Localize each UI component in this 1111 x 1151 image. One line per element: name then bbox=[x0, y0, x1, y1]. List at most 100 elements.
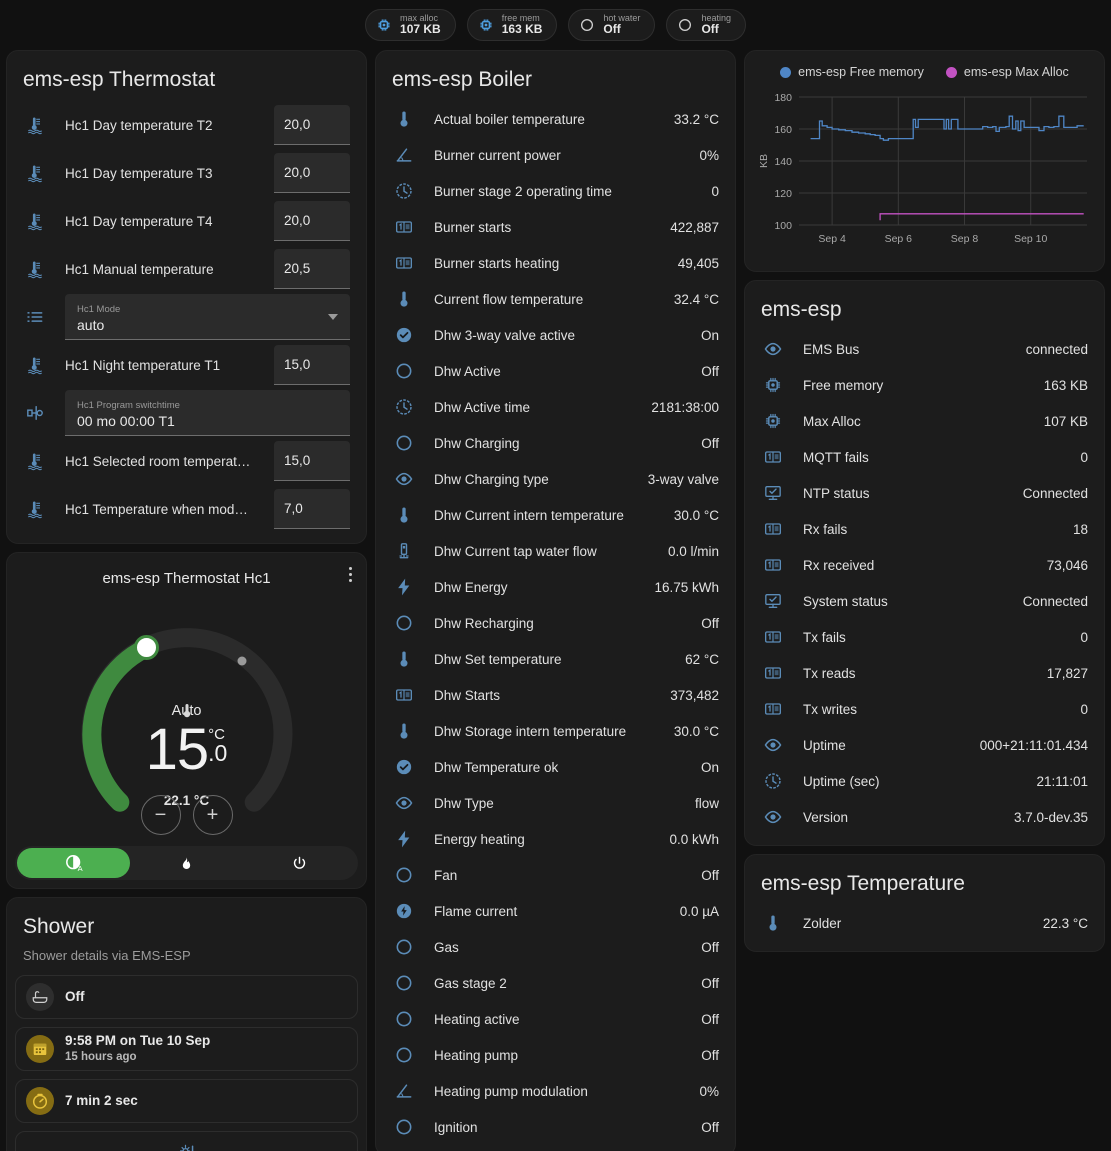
badge-hot-water[interactable]: hot water Off bbox=[568, 9, 656, 41]
entity-row[interactable]: Zolder 22.3 °C bbox=[761, 905, 1088, 941]
entity-row[interactable]: Uptime 000+21:11:01.434 bbox=[761, 727, 1088, 763]
card-title: ems-esp bbox=[761, 298, 842, 321]
x-tick-label: Sep 8 bbox=[951, 233, 979, 245]
badge-max-alloc[interactable]: max alloc 107 KB bbox=[365, 9, 456, 41]
counter-icon bbox=[761, 447, 785, 467]
y-axis-label: KB bbox=[758, 154, 770, 168]
entity-row[interactable]: Tx writes 0 bbox=[761, 691, 1088, 727]
chart-plot[interactable]: 100 120 140 160 180 Sep 4 Sep 6 Sep 8 Sep 10 KB bbox=[753, 83, 1096, 263]
entity-row[interactable]: Current flow temperature 32.4 °C bbox=[392, 281, 719, 317]
entity-row[interactable]: Flame current 0.0 µA bbox=[392, 893, 719, 929]
entity-row[interactable]: Energy heating 0.0 kWh bbox=[392, 821, 719, 857]
entity-row[interactable]: Dhw Charging type 3-way valve bbox=[392, 461, 719, 497]
entity-name: Uptime (sec) bbox=[803, 773, 880, 789]
number-input[interactable]: 20,0 bbox=[274, 153, 350, 193]
entity-row[interactable]: System status Connected bbox=[761, 583, 1088, 619]
number-input[interactable]: 15,0 bbox=[274, 441, 350, 481]
dial-handle[interactable] bbox=[133, 635, 159, 660]
badge-free-mem[interactable]: free mem 163 KB bbox=[466, 9, 558, 41]
number-input[interactable]: 20,0 bbox=[274, 201, 350, 241]
entity-row[interactable]: Dhw Energy 16.75 kWh bbox=[392, 569, 719, 605]
entity-row[interactable]: Dhw 3-way valve active On bbox=[392, 317, 719, 353]
number-input[interactable]: 7,0 bbox=[274, 489, 350, 529]
entity-row[interactable]: Free memory 163 KB bbox=[761, 367, 1088, 403]
chevron-down-icon[interactable] bbox=[328, 313, 338, 320]
number-input[interactable]: 15,0 bbox=[274, 345, 350, 385]
legend-item[interactable]: ems-esp Max Alloc bbox=[945, 65, 1069, 79]
dial-arc[interactable] bbox=[62, 595, 312, 840]
entity-row[interactable]: Dhw Active time 2181:38:00 bbox=[392, 389, 719, 425]
eye-icon bbox=[395, 472, 413, 486]
entity-row[interactable]: Version 3.7.0-dev.35 bbox=[761, 799, 1088, 835]
entity-name: Rx fails bbox=[803, 521, 848, 537]
entity-row[interactable]: Heating active Off bbox=[392, 1001, 719, 1037]
entity-row[interactable]: Dhw Type flow bbox=[392, 785, 719, 821]
entity-row[interactable]: Heating pump Off bbox=[392, 1037, 719, 1073]
thermostat-text-row[interactable]: Hc1 Program switchtime 00 mo 00:00 T1 bbox=[23, 389, 350, 437]
entity-row[interactable]: Dhw Current intern temperature 30.0 °C bbox=[392, 497, 719, 533]
circle-outline-icon bbox=[579, 17, 595, 33]
thermostat-number-row[interactable]: Hc1 Night temperature T1 15,0 bbox=[23, 341, 350, 389]
entity-row[interactable]: Uptime (sec) 21:11:01 bbox=[761, 763, 1088, 799]
entity-name: Dhw Active time bbox=[434, 399, 531, 415]
entity-row[interactable]: Dhw Storage intern temperature 30.0 °C bbox=[392, 713, 719, 749]
entity-value: 21:11:01 bbox=[1036, 773, 1088, 789]
thermostat-number-row[interactable]: Hc1 Manual temperature 20,5 bbox=[23, 245, 350, 293]
dial-target-temperature: 15 °C .0 bbox=[146, 721, 228, 779]
entity-row[interactable]: Ignition Off bbox=[392, 1109, 719, 1145]
entity-row[interactable]: Dhw Active Off bbox=[392, 353, 719, 389]
entity-row[interactable]: MQTT fails 0 bbox=[761, 439, 1088, 475]
thermostat-number-row[interactable]: Hc1 Day temperature T3 20,0 bbox=[23, 149, 350, 197]
thermostat-number-row[interactable]: Hc1 Day temperature T4 20,0 bbox=[23, 197, 350, 245]
entity-row[interactable]: Dhw Set temperature 62 °C bbox=[392, 641, 719, 677]
badge-heating[interactable]: heating Off bbox=[666, 9, 746, 41]
decrease-temperature-button[interactable]: − bbox=[140, 795, 181, 835]
entity-row[interactable]: Max Alloc 107 KB bbox=[761, 403, 1088, 439]
more-options-icon[interactable] bbox=[349, 567, 352, 582]
thermostat-mode-select-row[interactable]: Hc1 Mode auto bbox=[23, 293, 350, 341]
shower-tile[interactable]: 9:58 PM on Tue 10 Sep 15 hours ago bbox=[15, 1027, 358, 1071]
entity-row[interactable]: Fan Off bbox=[392, 857, 719, 893]
entity-row[interactable]: Dhw Recharging Off bbox=[392, 605, 719, 641]
entity-row[interactable]: Dhw Starts 373,482 bbox=[392, 677, 719, 713]
mode-select[interactable]: Hc1 Mode auto bbox=[65, 294, 350, 340]
shower-tile[interactable]: 7 min 2 sec bbox=[15, 1079, 358, 1123]
entity-row[interactable]: Dhw Temperature ok On bbox=[392, 749, 719, 785]
shower-tile[interactable]: Off bbox=[15, 975, 358, 1019]
entity-row[interactable]: EMS Bus connected bbox=[761, 331, 1088, 367]
entity-row[interactable]: Tx reads 17,827 bbox=[761, 655, 1088, 691]
counter-icon bbox=[761, 519, 785, 539]
entity-row[interactable]: Tx fails 0 bbox=[761, 619, 1088, 655]
entity-row[interactable]: Burner stage 2 operating time 0 bbox=[392, 173, 719, 209]
entity-row[interactable]: Rx received 73,046 bbox=[761, 547, 1088, 583]
hvac-mode-off-button[interactable] bbox=[243, 848, 356, 878]
legend-swatch bbox=[780, 66, 792, 78]
increase-temperature-button[interactable]: + bbox=[192, 795, 233, 835]
entity-row[interactable]: Gas Off bbox=[392, 929, 719, 965]
thermometer-icon bbox=[392, 109, 416, 129]
entity-row[interactable]: NTP status Connected bbox=[761, 475, 1088, 511]
shower-alert-tile[interactable] bbox=[15, 1131, 358, 1151]
thermostat-number-row[interactable]: Hc1 Day temperature T2 20,0 bbox=[23, 101, 350, 149]
hvac-mode-heat-button[interactable] bbox=[130, 848, 243, 878]
entity-row[interactable]: Burner current power 0% bbox=[392, 137, 719, 173]
thermostat-number-row[interactable]: Hc1 Selected room temperat… 15,0 bbox=[23, 437, 350, 485]
entity-row[interactable]: Gas stage 2 Off bbox=[392, 965, 719, 1001]
thermostat-number-row[interactable]: Hc1 Temperature when mod… 7,0 bbox=[23, 485, 350, 533]
text-field[interactable]: Hc1 Program switchtime 00 mo 00:00 T1 bbox=[65, 390, 350, 436]
entity-row[interactable]: Dhw Charging Off bbox=[392, 425, 719, 461]
number-input[interactable]: 20,0 bbox=[274, 105, 350, 145]
entity-row[interactable]: Burner starts heating 49,405 bbox=[392, 245, 719, 281]
entity-name: Zolder bbox=[803, 915, 842, 931]
hvac-mode-auto-button[interactable]: A bbox=[17, 848, 130, 878]
entity-value: connected bbox=[1025, 341, 1088, 357]
number-input[interactable]: 20,5 bbox=[274, 249, 350, 289]
entity-row[interactable]: Burner starts 422,887 bbox=[392, 209, 719, 245]
entity-name: Hc1 Day temperature T2 bbox=[65, 117, 213, 133]
entity-row[interactable]: Rx fails 18 bbox=[761, 511, 1088, 547]
entity-row[interactable]: Heating pump modulation 0% bbox=[392, 1073, 719, 1109]
thermostat-dial[interactable]: Auto 15 °C .0 bbox=[7, 595, 366, 840]
entity-row[interactable]: Dhw Current tap water flow 0.0 l/min bbox=[392, 533, 719, 569]
entity-row[interactable]: Actual boiler temperature 33.2 °C bbox=[392, 101, 719, 137]
legend-item[interactable]: ems-esp Free memory bbox=[780, 65, 924, 79]
